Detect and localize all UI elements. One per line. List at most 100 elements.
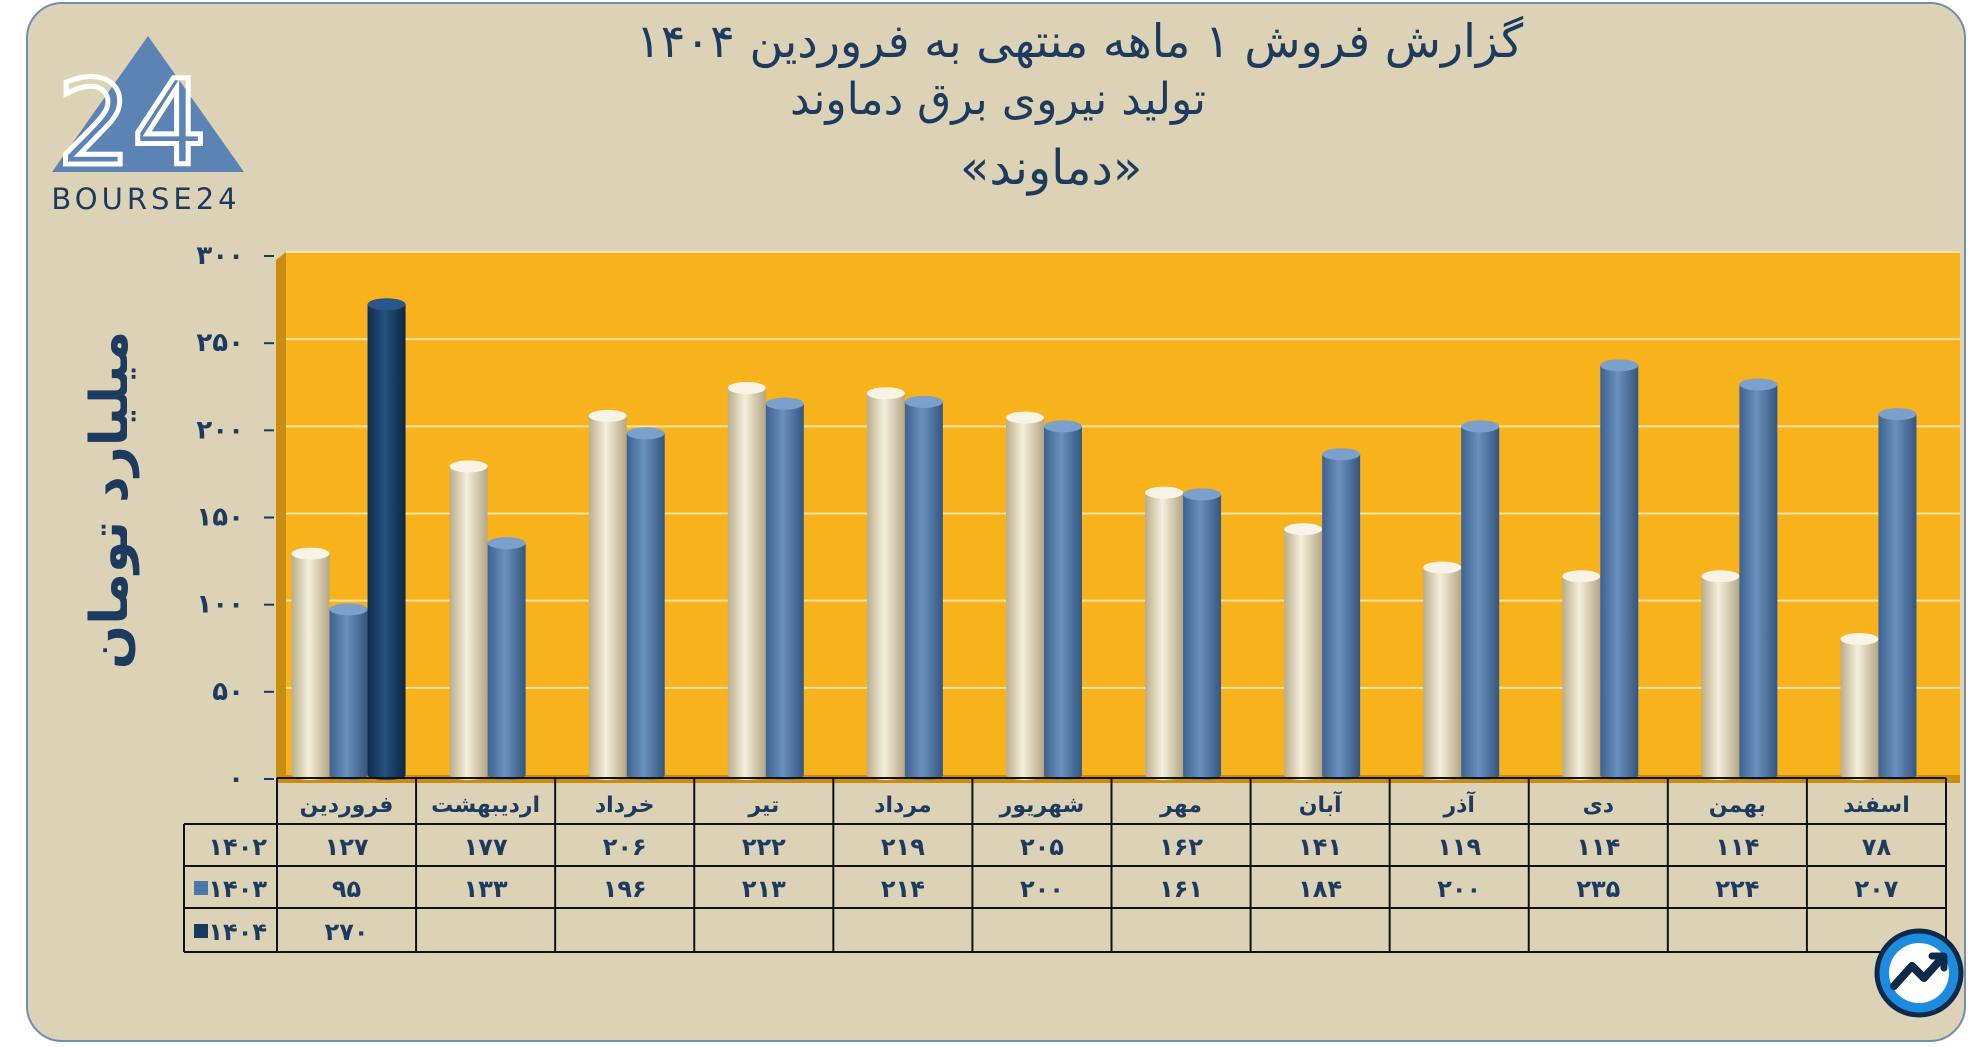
bar-cap — [1878, 408, 1917, 421]
bar-cap — [1043, 420, 1082, 433]
bar-cap — [291, 547, 330, 560]
data-value-label: ۲۲۴ — [1715, 875, 1759, 903]
bar-۱۴۰۲ — [727, 387, 766, 775]
chart-subtitle-symbol: «دماوند» — [960, 140, 1143, 196]
bar-cap — [765, 397, 804, 410]
bar-cap — [1183, 488, 1222, 501]
bar-cap — [588, 409, 627, 422]
bar-۱۴۰۳ — [1043, 426, 1082, 775]
data-value-label: ۱۹۶ — [603, 875, 647, 903]
bar-cap — [1461, 420, 1500, 433]
bar-۱۴۰۲ — [291, 553, 330, 775]
data-value-label: ۹۵ — [332, 875, 361, 903]
data-value-label: ۱۶۲ — [1159, 833, 1203, 861]
bar-۱۴۰۳ — [765, 403, 804, 775]
bar-۱۴۰۲ — [1284, 529, 1323, 775]
bar-۱۴۰۳ — [329, 609, 368, 775]
data-value-label: ۲۱۹ — [881, 833, 925, 861]
bar-cap — [1145, 486, 1184, 499]
bar-۱۴۰۴ — [367, 304, 406, 775]
bar-۱۴۰۲ — [588, 415, 627, 775]
bar-۱۴۰۳ — [1183, 494, 1222, 775]
data-value-label: ۲۲۲ — [742, 833, 786, 861]
data-value-label: ۲۰۷ — [1854, 875, 1898, 903]
bar-cap — [1284, 523, 1323, 536]
bar-۱۴۰۳ — [904, 401, 943, 775]
y-tick-label: ۰ — [228, 764, 244, 794]
bar-۱۴۰۳ — [1322, 454, 1361, 775]
bar-cap — [626, 427, 665, 440]
bar-۱۴۰۳ — [626, 433, 665, 775]
bar-cap — [1600, 359, 1639, 372]
data-value-label: ۱۷۷ — [464, 833, 508, 861]
bourse24-logo: 24 — [52, 36, 244, 195]
x-category-label: آذر — [1442, 790, 1475, 818]
bar-cap — [1701, 570, 1740, 583]
x-category-label: دی — [1583, 793, 1614, 818]
y-tick-label: ۲۰۰ — [196, 415, 244, 445]
bar-۱۴۰۲ — [1423, 567, 1462, 775]
bar-۱۴۰۲ — [1145, 492, 1184, 775]
y-tick-label: ۱۰۰ — [196, 590, 244, 620]
bar-cap — [367, 298, 406, 311]
data-value-label: ۱۶۱ — [1159, 875, 1203, 903]
bar-۱۴۰۳ — [1878, 414, 1917, 775]
legend-series-label: ۱۴۰۲ — [208, 833, 267, 861]
data-value-label: ۲۰۰ — [1020, 875, 1064, 903]
trend-badge-icon — [1874, 928, 1964, 1018]
bar-۱۴۰۲ — [1562, 576, 1601, 775]
bar-cap — [329, 603, 368, 616]
x-category-label: آبان — [1299, 790, 1342, 818]
x-category-label: بهمن — [1709, 793, 1766, 818]
y-tick-label: ۵۰ — [212, 677, 244, 707]
data-value-label: ۲۳۵ — [1576, 875, 1620, 903]
data-value-label: ۷۸ — [1862, 833, 1892, 861]
x-category-label: شهریور — [999, 793, 1085, 818]
bar-۱۴۰۳ — [487, 543, 526, 775]
bar-cap — [866, 387, 905, 400]
bar-۱۴۰۲ — [1701, 576, 1740, 775]
logo-text: BOURSE24 — [51, 182, 241, 216]
x-category-label: مرداد — [874, 793, 931, 818]
legend-series-label: ۱۴۰۴ — [208, 918, 267, 946]
data-value-label: ۲۱۴ — [881, 875, 925, 903]
x-category-label: تیر — [747, 793, 779, 818]
bar-cap — [904, 395, 943, 408]
data-value-label: ۱۸۴ — [1298, 875, 1342, 903]
y-axis-label: میلیارد تومان — [80, 330, 140, 670]
data-value-label: ۱۱۴ — [1715, 833, 1759, 861]
x-category-label: فروردین — [300, 793, 394, 818]
bar-cap — [1562, 570, 1601, 583]
x-category-label: خرداد — [595, 793, 655, 818]
logo-triangle-icon — [52, 36, 244, 172]
y-tick-label: ۳۰۰ — [196, 241, 244, 271]
logo-mark: 24 — [57, 54, 207, 192]
chart-subtitle-company: تولید نیروی برق دماوند — [790, 74, 1207, 125]
bar-cap — [727, 381, 766, 394]
bar-cap — [1840, 633, 1879, 646]
bar-cap — [487, 537, 526, 550]
x-category-label: اسفند — [1843, 793, 1910, 818]
bar-۱۴۰۳ — [1461, 426, 1500, 775]
data-value-label: ۲۷۰ — [325, 918, 369, 946]
bar-۱۴۰۳ — [1739, 384, 1778, 775]
bar-cap — [1423, 561, 1462, 574]
bar-cap — [1322, 448, 1361, 461]
x-category-label: مهر — [1159, 793, 1202, 818]
data-value-label: ۱۱۴ — [1576, 833, 1620, 861]
chart-title: گزارش فروش ۱ ماهه منتهی به فروردین ۱۴۰۴ — [636, 14, 1524, 68]
data-value-label: ۱۳۳ — [464, 875, 508, 903]
bar-۱۴۰۲ — [1840, 639, 1879, 775]
x-category-label: اردیبهشت — [431, 793, 540, 818]
data-value-label: ۲۰۵ — [1020, 833, 1064, 861]
data-value-label: ۲۱۳ — [742, 875, 786, 903]
bar-cap — [1739, 378, 1778, 391]
bar-۱۴۰۲ — [449, 466, 488, 775]
data-value-label: ۱۱۹ — [1437, 833, 1481, 861]
data-value-label: ۲۰۰ — [1437, 875, 1481, 903]
data-value-label: ۲۰۶ — [603, 833, 647, 861]
bar-۱۴۰۲ — [866, 393, 905, 775]
y-tick-label: ۱۵۰ — [196, 503, 244, 533]
bar-cap — [449, 460, 488, 473]
